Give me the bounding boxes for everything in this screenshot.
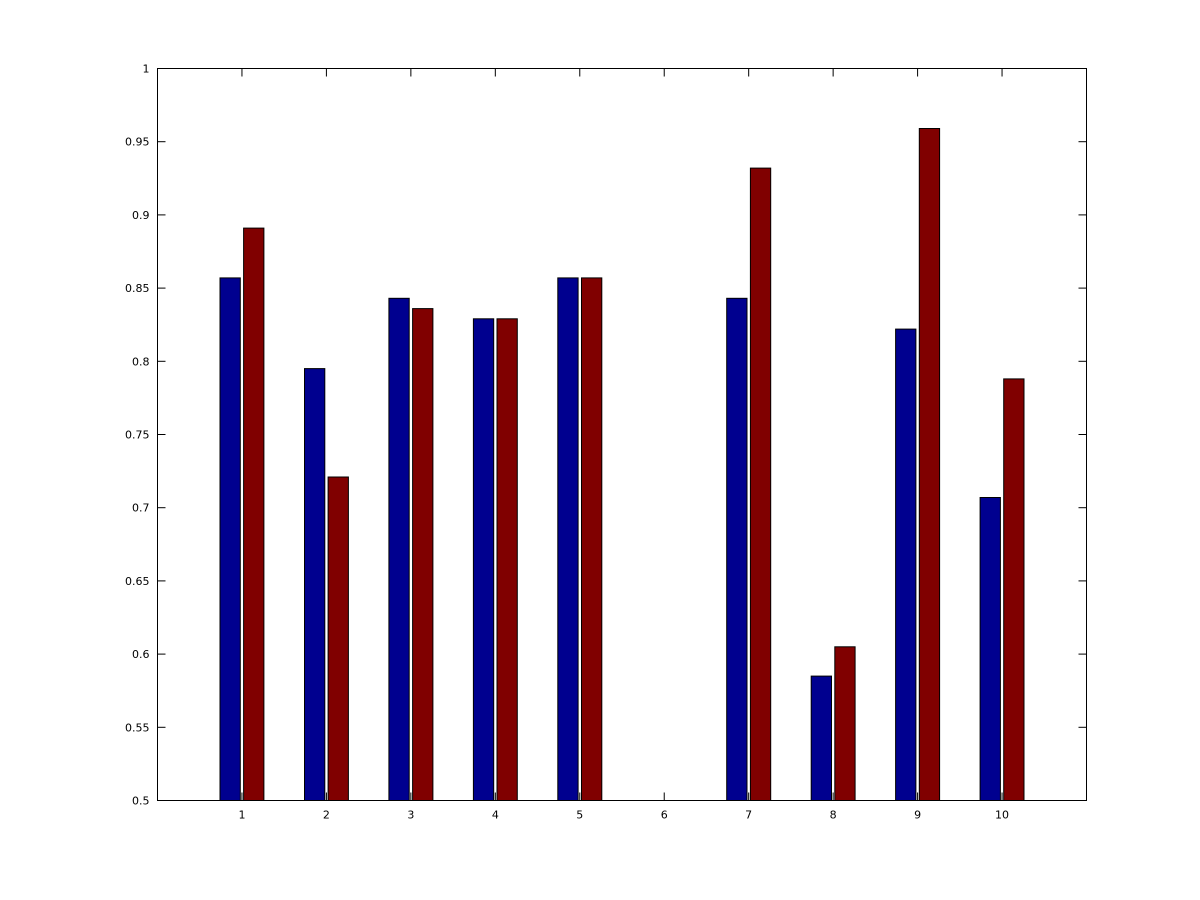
bar-series2-cat3 bbox=[412, 308, 434, 801]
x-tick-label: 10 bbox=[995, 809, 1009, 822]
x-tick-label: 8 bbox=[830, 809, 837, 822]
bar-series1-cat4 bbox=[472, 318, 495, 801]
bar-series2-cat9 bbox=[918, 128, 941, 801]
x-tick-label: 4 bbox=[492, 809, 499, 822]
bar-series1-cat9 bbox=[895, 328, 917, 801]
bar-series1-cat1 bbox=[219, 277, 241, 801]
bar-series2-cat4 bbox=[496, 318, 518, 801]
y-tick-label: 0.7 bbox=[132, 502, 150, 515]
y-tick-label: 0.75 bbox=[125, 429, 150, 442]
y-tick-label: 0.65 bbox=[125, 575, 150, 588]
y-tick-label: 1 bbox=[143, 63, 150, 76]
bar-series2-cat8 bbox=[834, 646, 856, 801]
x-tick-label: 2 bbox=[323, 809, 330, 822]
bar-series2-cat10 bbox=[1003, 378, 1025, 801]
x-tick-label: 9 bbox=[914, 809, 921, 822]
y-tick-label: 0.6 bbox=[132, 648, 150, 661]
plot-area-frame bbox=[157, 68, 1087, 801]
bar-series1-cat2 bbox=[304, 368, 326, 801]
y-tick-label: 0.95 bbox=[125, 136, 150, 149]
y-tick-label: 0.9 bbox=[132, 209, 150, 222]
bar-series2-cat7 bbox=[749, 167, 772, 802]
y-tick-label: 0.55 bbox=[125, 721, 150, 734]
x-tick-label: 3 bbox=[407, 809, 414, 822]
bar-series1-cat3 bbox=[388, 297, 410, 801]
ticks-layer bbox=[157, 68, 1087, 801]
bar-series1-cat10 bbox=[979, 497, 1001, 801]
bar-series2-cat1 bbox=[243, 227, 265, 802]
x-tick-label: 5 bbox=[576, 809, 583, 822]
bar-series2-cat5 bbox=[581, 277, 603, 801]
tick-labels-layer: 1 2 3 4 5 6 7 8 9 10 0.5 0.55 0.6 0.65 0.7 0.75 0.8 0.85 0… bbox=[125, 63, 1009, 822]
y-tick-label: 0.5 bbox=[132, 795, 150, 808]
bar-series1-cat8 bbox=[810, 675, 833, 801]
bars-layer bbox=[219, 128, 1025, 802]
x-tick-label: 7 bbox=[745, 809, 752, 822]
x-tick-label: 6 bbox=[661, 809, 668, 822]
bar-series1-cat7 bbox=[726, 297, 748, 801]
bar-series1-cat5 bbox=[557, 277, 579, 801]
y-tick-label: 0.8 bbox=[132, 355, 150, 368]
x-tick-label: 1 bbox=[238, 809, 245, 822]
bar-series2-cat2 bbox=[327, 476, 349, 801]
y-tick-label: 0.85 bbox=[125, 282, 150, 295]
